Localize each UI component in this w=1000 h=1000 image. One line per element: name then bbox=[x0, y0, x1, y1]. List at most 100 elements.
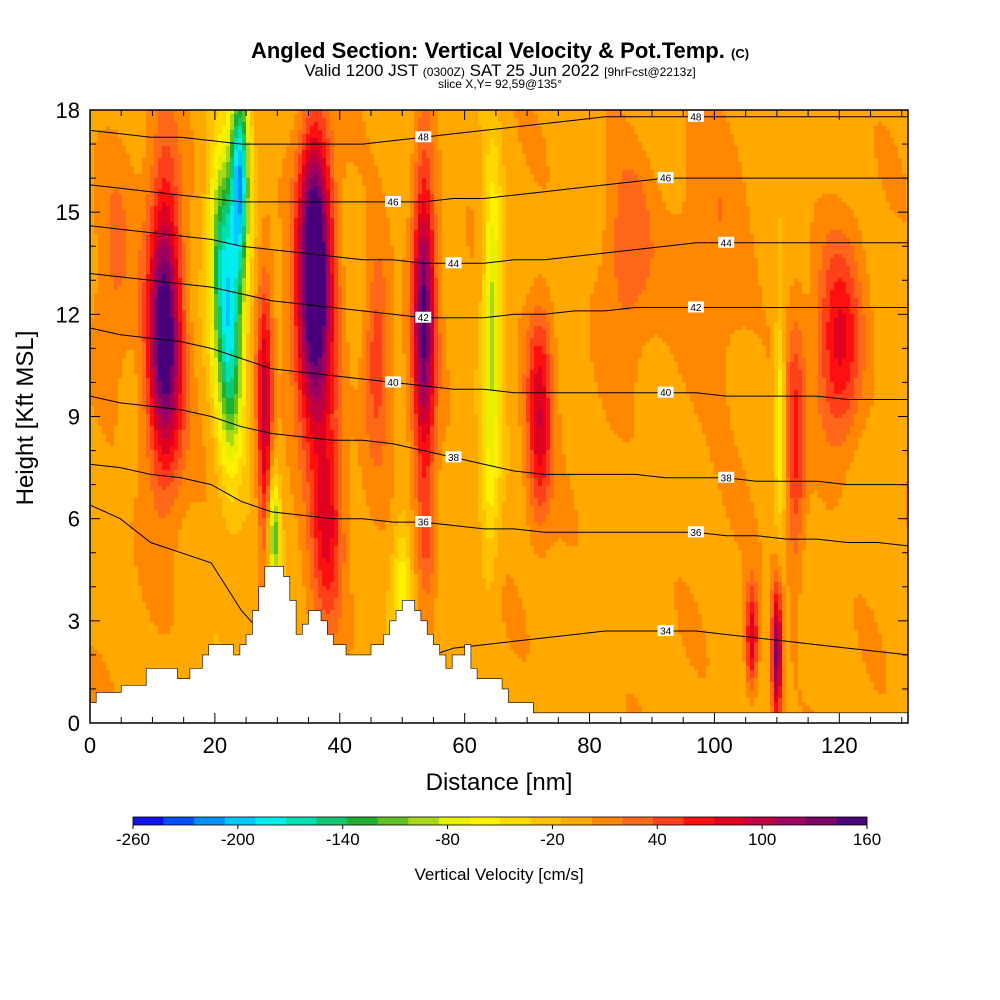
velocity-cell bbox=[890, 118, 895, 123]
velocity-cell bbox=[122, 146, 127, 151]
velocity-cell bbox=[154, 122, 159, 127]
velocity-cell bbox=[310, 162, 315, 167]
velocity-cell bbox=[850, 134, 855, 139]
velocity-cell bbox=[678, 162, 683, 167]
velocity-cell bbox=[762, 122, 767, 127]
velocity-cell bbox=[490, 118, 495, 123]
velocity-cell bbox=[722, 122, 727, 127]
velocity-cell bbox=[242, 130, 247, 135]
velocity-cell bbox=[206, 122, 211, 127]
velocity-cell bbox=[114, 178, 119, 183]
velocity-cell bbox=[202, 162, 207, 167]
velocity-cell bbox=[154, 182, 159, 187]
velocity-cell bbox=[574, 174, 579, 179]
velocity-cell bbox=[714, 134, 719, 139]
velocity-cell bbox=[622, 194, 627, 199]
velocity-cell bbox=[338, 122, 343, 127]
velocity-cell bbox=[366, 162, 371, 167]
velocity-cell bbox=[222, 190, 227, 195]
velocity-cell bbox=[754, 166, 759, 171]
velocity-cell bbox=[894, 110, 899, 115]
velocity-cell bbox=[566, 190, 571, 195]
velocity-cell bbox=[842, 126, 847, 131]
velocity-cell bbox=[818, 142, 823, 147]
velocity-cell bbox=[442, 202, 447, 207]
velocity-cell bbox=[342, 126, 347, 131]
velocity-cell bbox=[838, 190, 843, 195]
velocity-cell bbox=[838, 162, 843, 167]
velocity-cell bbox=[826, 202, 831, 207]
velocity-cell bbox=[546, 198, 551, 203]
velocity-cell bbox=[314, 162, 319, 167]
velocity-cell bbox=[542, 114, 547, 119]
velocity-cell bbox=[550, 118, 555, 123]
velocity-cell bbox=[618, 174, 623, 179]
velocity-cell bbox=[534, 182, 539, 187]
velocity-cell bbox=[326, 158, 331, 163]
velocity-cell bbox=[886, 178, 891, 183]
velocity-cell bbox=[98, 186, 103, 191]
velocity-cell bbox=[646, 134, 651, 139]
velocity-cell bbox=[894, 158, 899, 163]
velocity-cell bbox=[474, 122, 479, 127]
velocity-cell bbox=[166, 114, 171, 119]
velocity-cell bbox=[622, 118, 627, 123]
velocity-cell bbox=[522, 202, 527, 207]
velocity-cell bbox=[166, 122, 171, 127]
velocity-cell bbox=[662, 154, 667, 159]
velocity-cell bbox=[694, 150, 699, 155]
velocity-cell bbox=[214, 182, 219, 187]
velocity-cell bbox=[846, 182, 851, 187]
velocity-cell bbox=[762, 134, 767, 139]
velocity-cell bbox=[902, 150, 907, 155]
velocity-cell bbox=[198, 198, 203, 203]
velocity-cell bbox=[362, 118, 367, 123]
velocity-cell bbox=[206, 174, 211, 179]
velocity-cell bbox=[494, 154, 499, 159]
velocity-cell bbox=[546, 190, 551, 195]
velocity-cell bbox=[822, 126, 827, 131]
velocity-cell bbox=[122, 110, 127, 115]
velocity-cell bbox=[526, 186, 531, 191]
velocity-cell bbox=[662, 194, 667, 199]
velocity-cell bbox=[842, 198, 847, 203]
velocity-cell bbox=[254, 114, 259, 119]
velocity-cell bbox=[346, 146, 351, 151]
velocity-cell bbox=[762, 110, 767, 115]
velocity-cell bbox=[598, 178, 603, 183]
velocity-cell bbox=[786, 198, 791, 203]
velocity-cell bbox=[758, 134, 763, 139]
velocity-cell bbox=[474, 130, 479, 135]
velocity-cell bbox=[242, 154, 247, 159]
velocity-cell bbox=[498, 130, 503, 135]
velocity-cell bbox=[842, 150, 847, 155]
velocity-cell bbox=[486, 182, 491, 187]
velocity-cell bbox=[314, 122, 319, 127]
velocity-cell bbox=[678, 142, 683, 147]
velocity-cell bbox=[498, 146, 503, 151]
velocity-cell bbox=[438, 122, 443, 127]
velocity-cell bbox=[598, 170, 603, 175]
velocity-cell bbox=[154, 146, 159, 151]
velocity-cell bbox=[430, 202, 435, 207]
velocity-cell bbox=[586, 194, 591, 199]
velocity-cell bbox=[802, 182, 807, 187]
velocity-cell bbox=[130, 198, 135, 203]
velocity-cell bbox=[598, 174, 603, 179]
velocity-cell bbox=[382, 198, 387, 203]
velocity-cell bbox=[578, 174, 583, 179]
velocity-cell bbox=[866, 170, 871, 175]
velocity-cell bbox=[826, 190, 831, 195]
velocity-cell bbox=[562, 138, 567, 143]
velocity-cell bbox=[150, 186, 155, 191]
velocity-cell bbox=[690, 134, 695, 139]
velocity-cell bbox=[654, 154, 659, 159]
velocity-cell bbox=[506, 122, 511, 127]
velocity-cell bbox=[414, 142, 419, 147]
velocity-cell bbox=[470, 142, 475, 147]
velocity-cell bbox=[554, 154, 559, 159]
velocity-cell bbox=[402, 154, 407, 159]
velocity-cell bbox=[582, 114, 587, 119]
velocity-cell bbox=[894, 142, 899, 147]
velocity-cell bbox=[650, 194, 655, 199]
